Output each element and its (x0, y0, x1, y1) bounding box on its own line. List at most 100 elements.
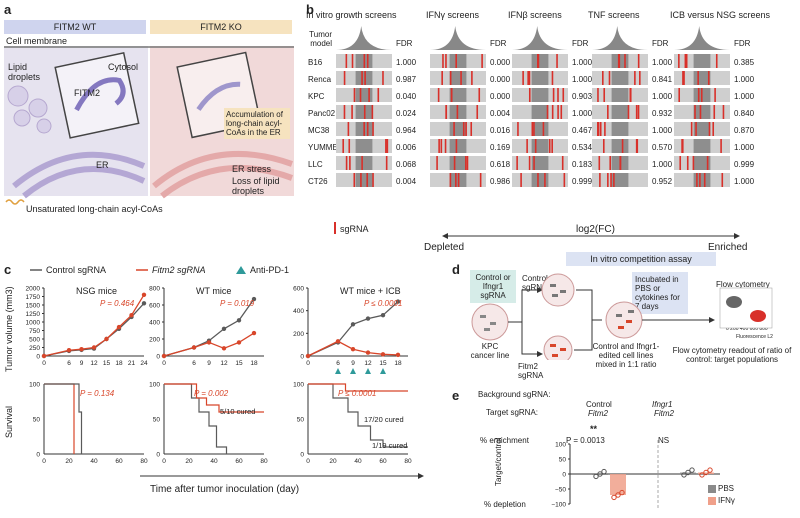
sgrna-tick (453, 156, 456, 170)
sgrna-tick (548, 139, 551, 153)
sgrna-tick (342, 139, 345, 153)
group2-target: Fitm2 (654, 409, 674, 418)
sgrna-tick (445, 105, 447, 119)
strip-center (531, 54, 549, 68)
fitm2-sgrna-label: Fitm2 sgRNA (518, 362, 544, 380)
axis-label: log2(FC) (576, 224, 615, 235)
growth-line (163, 332, 255, 357)
panel-e-letter: e (452, 388, 460, 403)
sgrna-tick (599, 173, 601, 187)
fdr-value: 1.000 (396, 58, 417, 67)
survival-p-value: P ≤ 0.0001 (338, 389, 376, 398)
sgrna-legend-swatch (334, 222, 336, 234)
sgrna-tick (542, 122, 545, 136)
sgrna-tick (627, 105, 630, 119)
sgrna-tick (528, 88, 531, 102)
sgrna-tick (368, 88, 370, 102)
sgrna-tick (607, 173, 609, 187)
sgrna-tick (560, 105, 563, 119)
fdr-value: 0.040 (396, 92, 417, 101)
legend-pbs-swatch (708, 485, 716, 493)
growth-p-value: P ≤ 0.0001 (364, 299, 402, 308)
sgrna-tick (478, 88, 481, 102)
strip-center (449, 156, 467, 170)
y-tick-label: 1750 (26, 294, 41, 301)
fdr-value: 0.903 (572, 92, 593, 101)
sgrna-tick (481, 54, 483, 68)
x-tick-label: 18 (394, 360, 402, 367)
sgrna-tick (678, 88, 681, 102)
y-tick-label: 1250 (26, 311, 41, 318)
e-y-tick-label: 0 (562, 472, 566, 479)
control-sgrna-label: Control sgRNA (522, 274, 548, 292)
sgrna-tick (522, 71, 524, 85)
sgrna-tick (479, 173, 482, 187)
sgrna-tick (345, 54, 348, 68)
er-label: ER (96, 160, 109, 170)
sgrna-tick (449, 173, 452, 187)
control-box: Control or Ifngr1 sgRNA (470, 270, 516, 303)
fdr-value: 0.534 (572, 143, 593, 152)
sgrna-tick (349, 156, 351, 170)
sgrna-tick (634, 71, 636, 85)
fdr-value: 0.570 (652, 143, 673, 152)
density-curve (336, 26, 392, 50)
sgrna-tick (699, 105, 702, 119)
density-curve (592, 26, 648, 50)
cured-label: 1/19 cured (372, 441, 407, 450)
y-tick-label: 0 (156, 354, 160, 361)
sgrna-tick (678, 54, 680, 68)
sgrna-tick (353, 88, 356, 102)
screen-title: IFNβ screens (508, 10, 562, 20)
e-y-tick-label: −50 (555, 487, 566, 494)
sgrna-tick (445, 54, 447, 68)
fdr-value: 1.000 (652, 126, 673, 135)
sgrna-tick (703, 173, 706, 187)
fdr-value: 1.000 (652, 58, 673, 67)
sgrna-tick (607, 105, 609, 119)
sgrna-tick (599, 122, 602, 136)
x-tick-label: 18 (250, 360, 258, 367)
tumor-model-name: CT26 (308, 177, 328, 186)
legend-fitm2-label: Fitm2 sgRNA (152, 265, 206, 275)
sgrna-tick (455, 139, 458, 153)
sgrna-tick (556, 54, 558, 68)
fdr-value: 0.004 (396, 177, 417, 186)
sgrna-tick (438, 139, 440, 153)
growth-point (305, 353, 311, 359)
sgrna-tick (602, 139, 605, 153)
x-tick-label: 15 (103, 360, 111, 367)
sgrna-tick (681, 139, 683, 153)
growth-point (91, 345, 97, 350)
x-tick-label: 15 (235, 360, 243, 367)
fdr-value: 0.999 (734, 160, 755, 169)
panel-d-letter: d (452, 262, 460, 277)
axis-arrow-left (442, 233, 448, 239)
y-tick-label: 200 (293, 331, 304, 338)
axis-arrow-right (734, 233, 740, 239)
sgrna-tick (366, 122, 369, 136)
ns-label: NS (658, 436, 670, 445)
survival-x-tick: 60 (235, 458, 243, 465)
tumor-model-name: MC38 (308, 126, 330, 135)
anti-pd1-icon (236, 266, 246, 274)
y-tick-label: 800 (149, 286, 160, 293)
fdr-value: 0.016 (490, 126, 511, 135)
y-tick-label: 400 (149, 320, 160, 327)
sgrna-tick (364, 71, 366, 85)
fdr-header: FDR (490, 39, 507, 48)
sgrna-tick (361, 71, 363, 85)
sgrna-tick (597, 122, 599, 136)
growth-point (395, 299, 401, 304)
e-point (689, 467, 695, 473)
sgrna-tick (685, 54, 688, 68)
y-tick-label: 400 (293, 308, 304, 315)
fdr-value: 0.183 (572, 160, 593, 169)
sgrna-tick (449, 71, 452, 85)
sgrna-tick (455, 54, 457, 68)
sgrna-tick (706, 156, 709, 170)
density-curve (430, 26, 486, 50)
lipid-droplets-label: Lipid droplets (8, 62, 41, 82)
x-tick-label: 18 (115, 360, 123, 367)
sgrna-tick (639, 71, 641, 85)
